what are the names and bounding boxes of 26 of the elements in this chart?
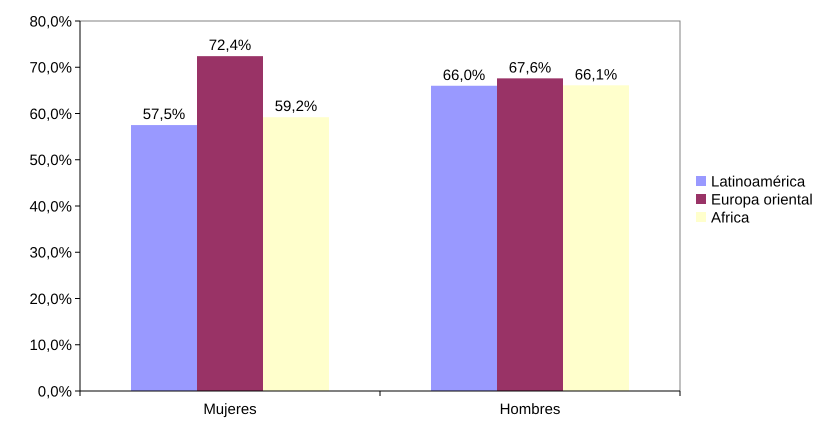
y-tick-label: 30,0% (29, 244, 72, 262)
x-tick-label: Hombres (500, 401, 560, 418)
text: 57,5% (142, 106, 186, 124)
y-tick-label: 40,0% (29, 198, 72, 216)
bar (263, 117, 329, 391)
y-tick-label: 70,0% (29, 60, 72, 76)
text: 67,6% (508, 59, 552, 76)
y-tick-label: 60,0% (29, 106, 72, 123)
bar (497, 78, 563, 391)
legend-label: Europa oriental (711, 191, 813, 208)
bar (131, 125, 197, 391)
legend-label: Africa (711, 209, 750, 226)
text: 66,0% (442, 66, 486, 84)
text: 66,1% (574, 66, 618, 84)
y-tick-label: 20,0% (29, 290, 72, 308)
y-tick-label: 80,0% (29, 13, 72, 30)
legend-label: Latinoamérica (711, 173, 806, 190)
bar (563, 85, 629, 391)
y-tick-label: 0,0% (38, 383, 72, 400)
y-tick-label: 50,0% (29, 152, 72, 169)
y-tick-label: 10,0% (29, 337, 72, 354)
bar (431, 86, 497, 391)
text: 59,2% (274, 98, 318, 116)
x-tick-label: Mujeres (203, 401, 257, 418)
bar (197, 56, 263, 391)
text: 72,4% (208, 37, 252, 54)
